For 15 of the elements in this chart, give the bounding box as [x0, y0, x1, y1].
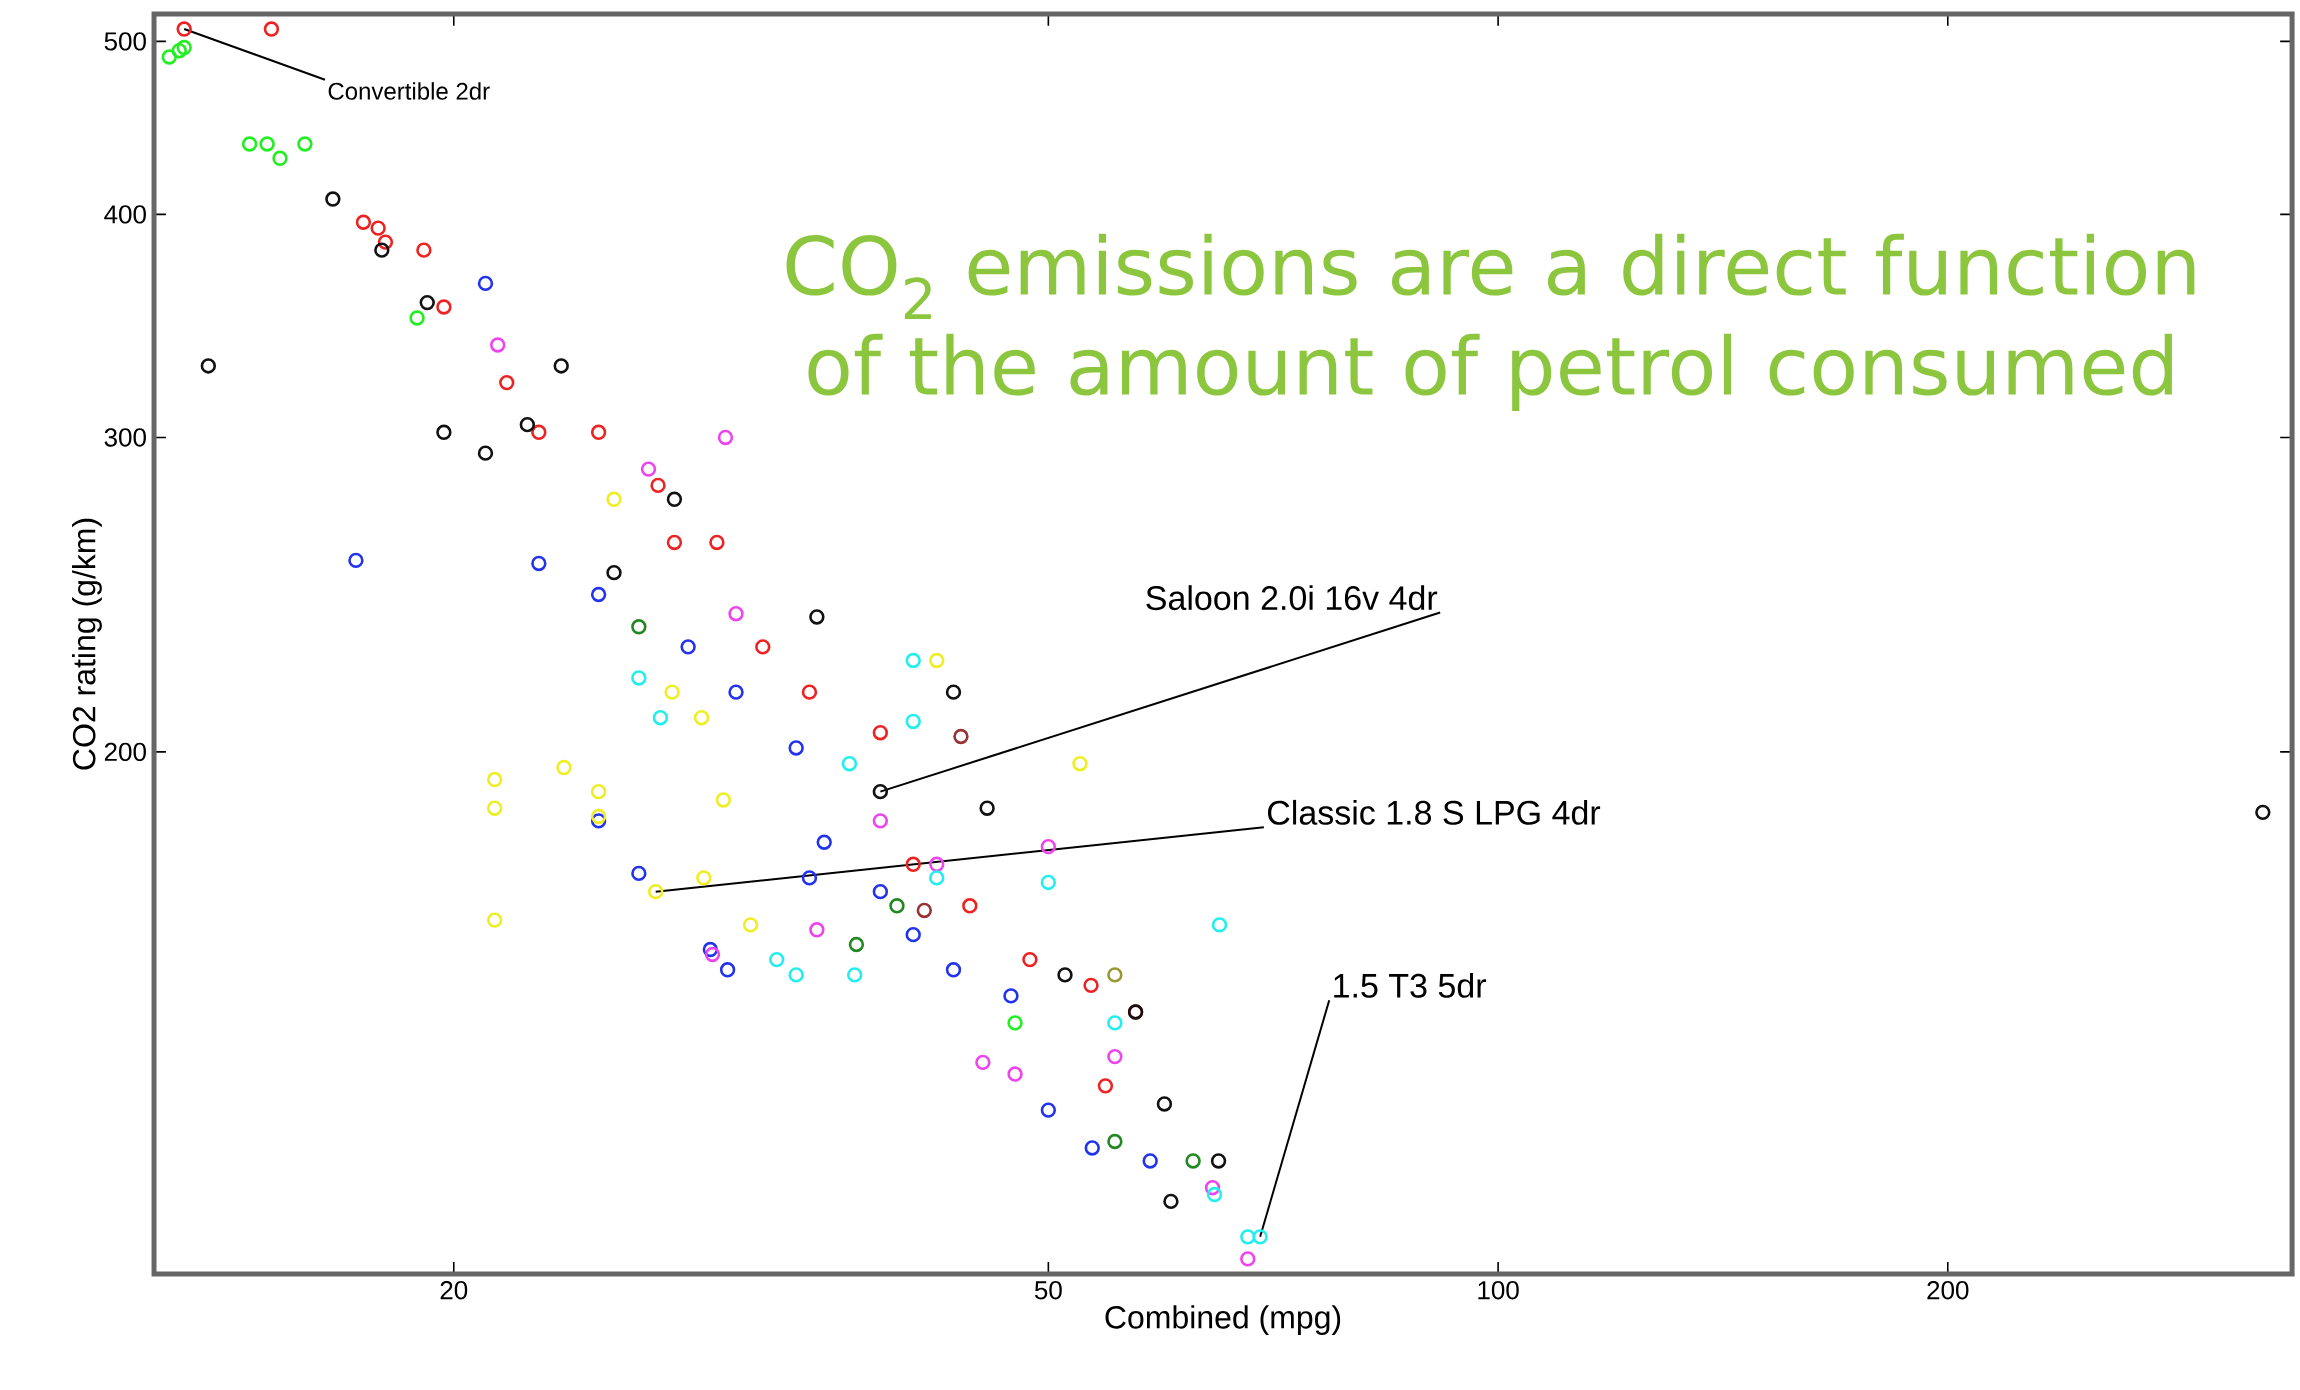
y-tick-label: 500 [104, 32, 146, 51]
annotation: 1.5 T3 5dr [1334, 972, 1486, 998]
y-tick-label: 300 [104, 428, 146, 447]
y-tick-label: 200 [104, 742, 146, 762]
y-tick-label: 400 [104, 205, 146, 224]
y-axis-title: CO2 rating (g/km) [72, 518, 102, 770]
x-tick-label: 100 [1478, 1281, 1519, 1300]
x-tick-label: 50 [1034, 1281, 1062, 1300]
x-tick-label: 20 [440, 1281, 468, 1300]
text: CO$_{2}$ emissions are a direct function of the amount of petrol consumed [786, 233, 2195, 412]
x-tick-label: 200 [1927, 1281, 1969, 1300]
annotation: Saloon 2.0i 16v 4dr [1146, 585, 1438, 611]
x-axis-title: Combined (mpg) [1105, 1305, 1341, 1335]
annotation: Classic 1.8 S LPG 4dr [1267, 799, 1601, 825]
annotation: Convertible 2dr [328, 82, 490, 100]
